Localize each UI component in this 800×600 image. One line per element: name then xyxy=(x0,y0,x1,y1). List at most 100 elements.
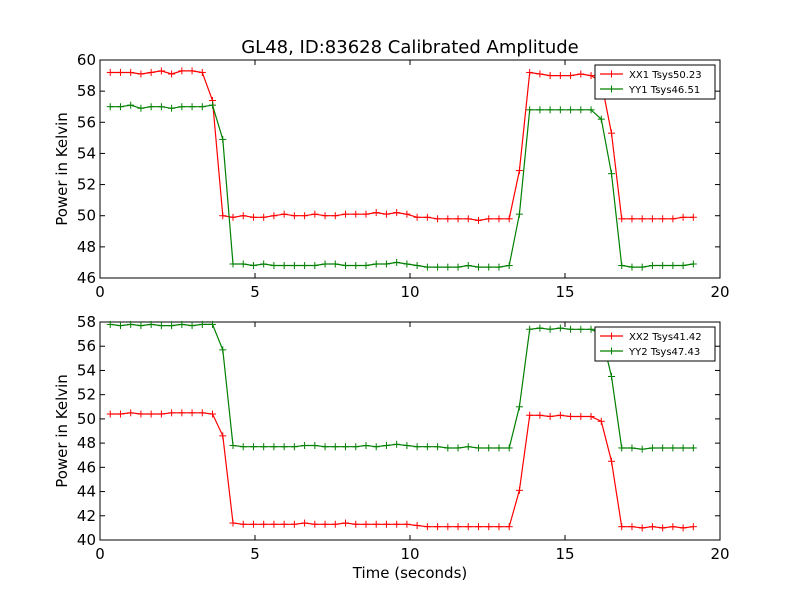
data-point xyxy=(618,444,626,452)
data-point xyxy=(679,213,687,221)
data-point xyxy=(587,106,595,114)
x-tick-label: 5 xyxy=(250,545,260,563)
data-point xyxy=(280,443,288,451)
data-point xyxy=(137,410,145,418)
data-point xyxy=(127,409,135,417)
data-point xyxy=(454,523,462,531)
data-point xyxy=(188,103,196,111)
data-point xyxy=(116,68,124,76)
data-point xyxy=(689,260,697,268)
data-point xyxy=(689,523,697,531)
data-point xyxy=(362,520,370,528)
data-point xyxy=(311,262,319,270)
data-point xyxy=(638,445,646,453)
data-point xyxy=(127,101,135,109)
data-point xyxy=(393,520,401,528)
data-point xyxy=(198,409,206,417)
y-tick-label: 54 xyxy=(77,144,96,162)
data-point xyxy=(178,320,186,328)
data-point xyxy=(116,410,124,418)
data-point xyxy=(178,67,186,75)
data-point xyxy=(157,67,165,75)
data-point xyxy=(556,324,564,332)
legend-1: XX2 Tsys41.42 YY2 Tsys47.43 xyxy=(594,326,716,362)
data-point xyxy=(577,412,585,420)
data-point xyxy=(301,212,309,220)
data-point xyxy=(157,322,165,330)
data-point xyxy=(331,260,339,268)
data-point xyxy=(577,325,585,333)
data-point xyxy=(157,103,165,111)
bottom-plot-panel: Power in Kelvin Time (seconds) 0 5 10 15 20 4… xyxy=(53,313,730,582)
x-tick-label: 20 xyxy=(710,545,729,563)
data-point xyxy=(464,523,472,531)
data-point xyxy=(536,411,544,419)
data-point xyxy=(485,523,493,531)
y-tick-label: 48 xyxy=(77,238,96,256)
data-point xyxy=(301,442,309,450)
data-point xyxy=(270,262,278,270)
data-point xyxy=(464,262,472,270)
data-point xyxy=(393,209,401,217)
legend-label: YY2 Tsys47.43 xyxy=(628,347,700,358)
y-tick-label: 58 xyxy=(77,313,96,331)
data-point xyxy=(362,442,370,450)
data-point xyxy=(608,457,615,465)
data-point xyxy=(536,70,544,78)
data-point xyxy=(495,215,503,223)
y-tick-label: 44 xyxy=(77,483,96,501)
data-point xyxy=(147,103,155,111)
data-point xyxy=(352,262,360,270)
data-point xyxy=(352,210,360,218)
data-point xyxy=(321,212,329,220)
data-point xyxy=(168,322,176,330)
data-point xyxy=(618,523,626,531)
data-point xyxy=(260,443,268,451)
x-tick-label: 10 xyxy=(400,545,419,563)
legend-label: YY1 Tsys46.51 xyxy=(628,85,700,96)
data-point xyxy=(505,262,513,270)
data-point xyxy=(659,262,667,270)
y-tick-label: 56 xyxy=(77,337,96,355)
data-point xyxy=(403,210,411,218)
data-point xyxy=(597,115,605,123)
data-point xyxy=(280,210,288,218)
series-line-1-0 xyxy=(110,412,694,529)
data-point xyxy=(587,72,595,80)
data-point xyxy=(577,106,585,114)
data-point xyxy=(106,410,114,418)
data-point xyxy=(219,135,227,143)
data-point xyxy=(188,67,196,75)
data-point xyxy=(444,263,452,271)
y-axis-label-bottom: Power in Kelvin xyxy=(53,374,71,488)
data-point xyxy=(352,520,360,528)
data-point xyxy=(382,442,390,450)
data-point xyxy=(331,443,339,451)
data-point xyxy=(382,260,390,268)
data-point xyxy=(648,523,656,531)
data-point xyxy=(260,520,268,528)
y-tick-label: 46 xyxy=(77,269,96,287)
data-point xyxy=(168,70,176,78)
data-point xyxy=(434,443,442,451)
data-point xyxy=(106,320,114,328)
data-point xyxy=(464,443,472,451)
legend-label: XX1 Tsys50.23 xyxy=(629,70,702,81)
data-point xyxy=(219,432,227,440)
x-tick-label: 15 xyxy=(555,545,574,563)
data-point xyxy=(239,520,247,528)
data-point xyxy=(505,215,513,223)
data-point xyxy=(342,519,350,527)
data-point xyxy=(352,443,360,451)
data-point xyxy=(239,212,247,220)
data-point xyxy=(567,325,575,333)
data-point xyxy=(372,209,380,217)
data-point xyxy=(485,215,493,223)
data-point xyxy=(270,520,278,528)
data-point xyxy=(485,263,493,271)
data-point xyxy=(331,520,339,528)
data-point xyxy=(556,411,564,419)
data-point xyxy=(648,444,656,452)
y-tick-label: 50 xyxy=(77,207,96,225)
